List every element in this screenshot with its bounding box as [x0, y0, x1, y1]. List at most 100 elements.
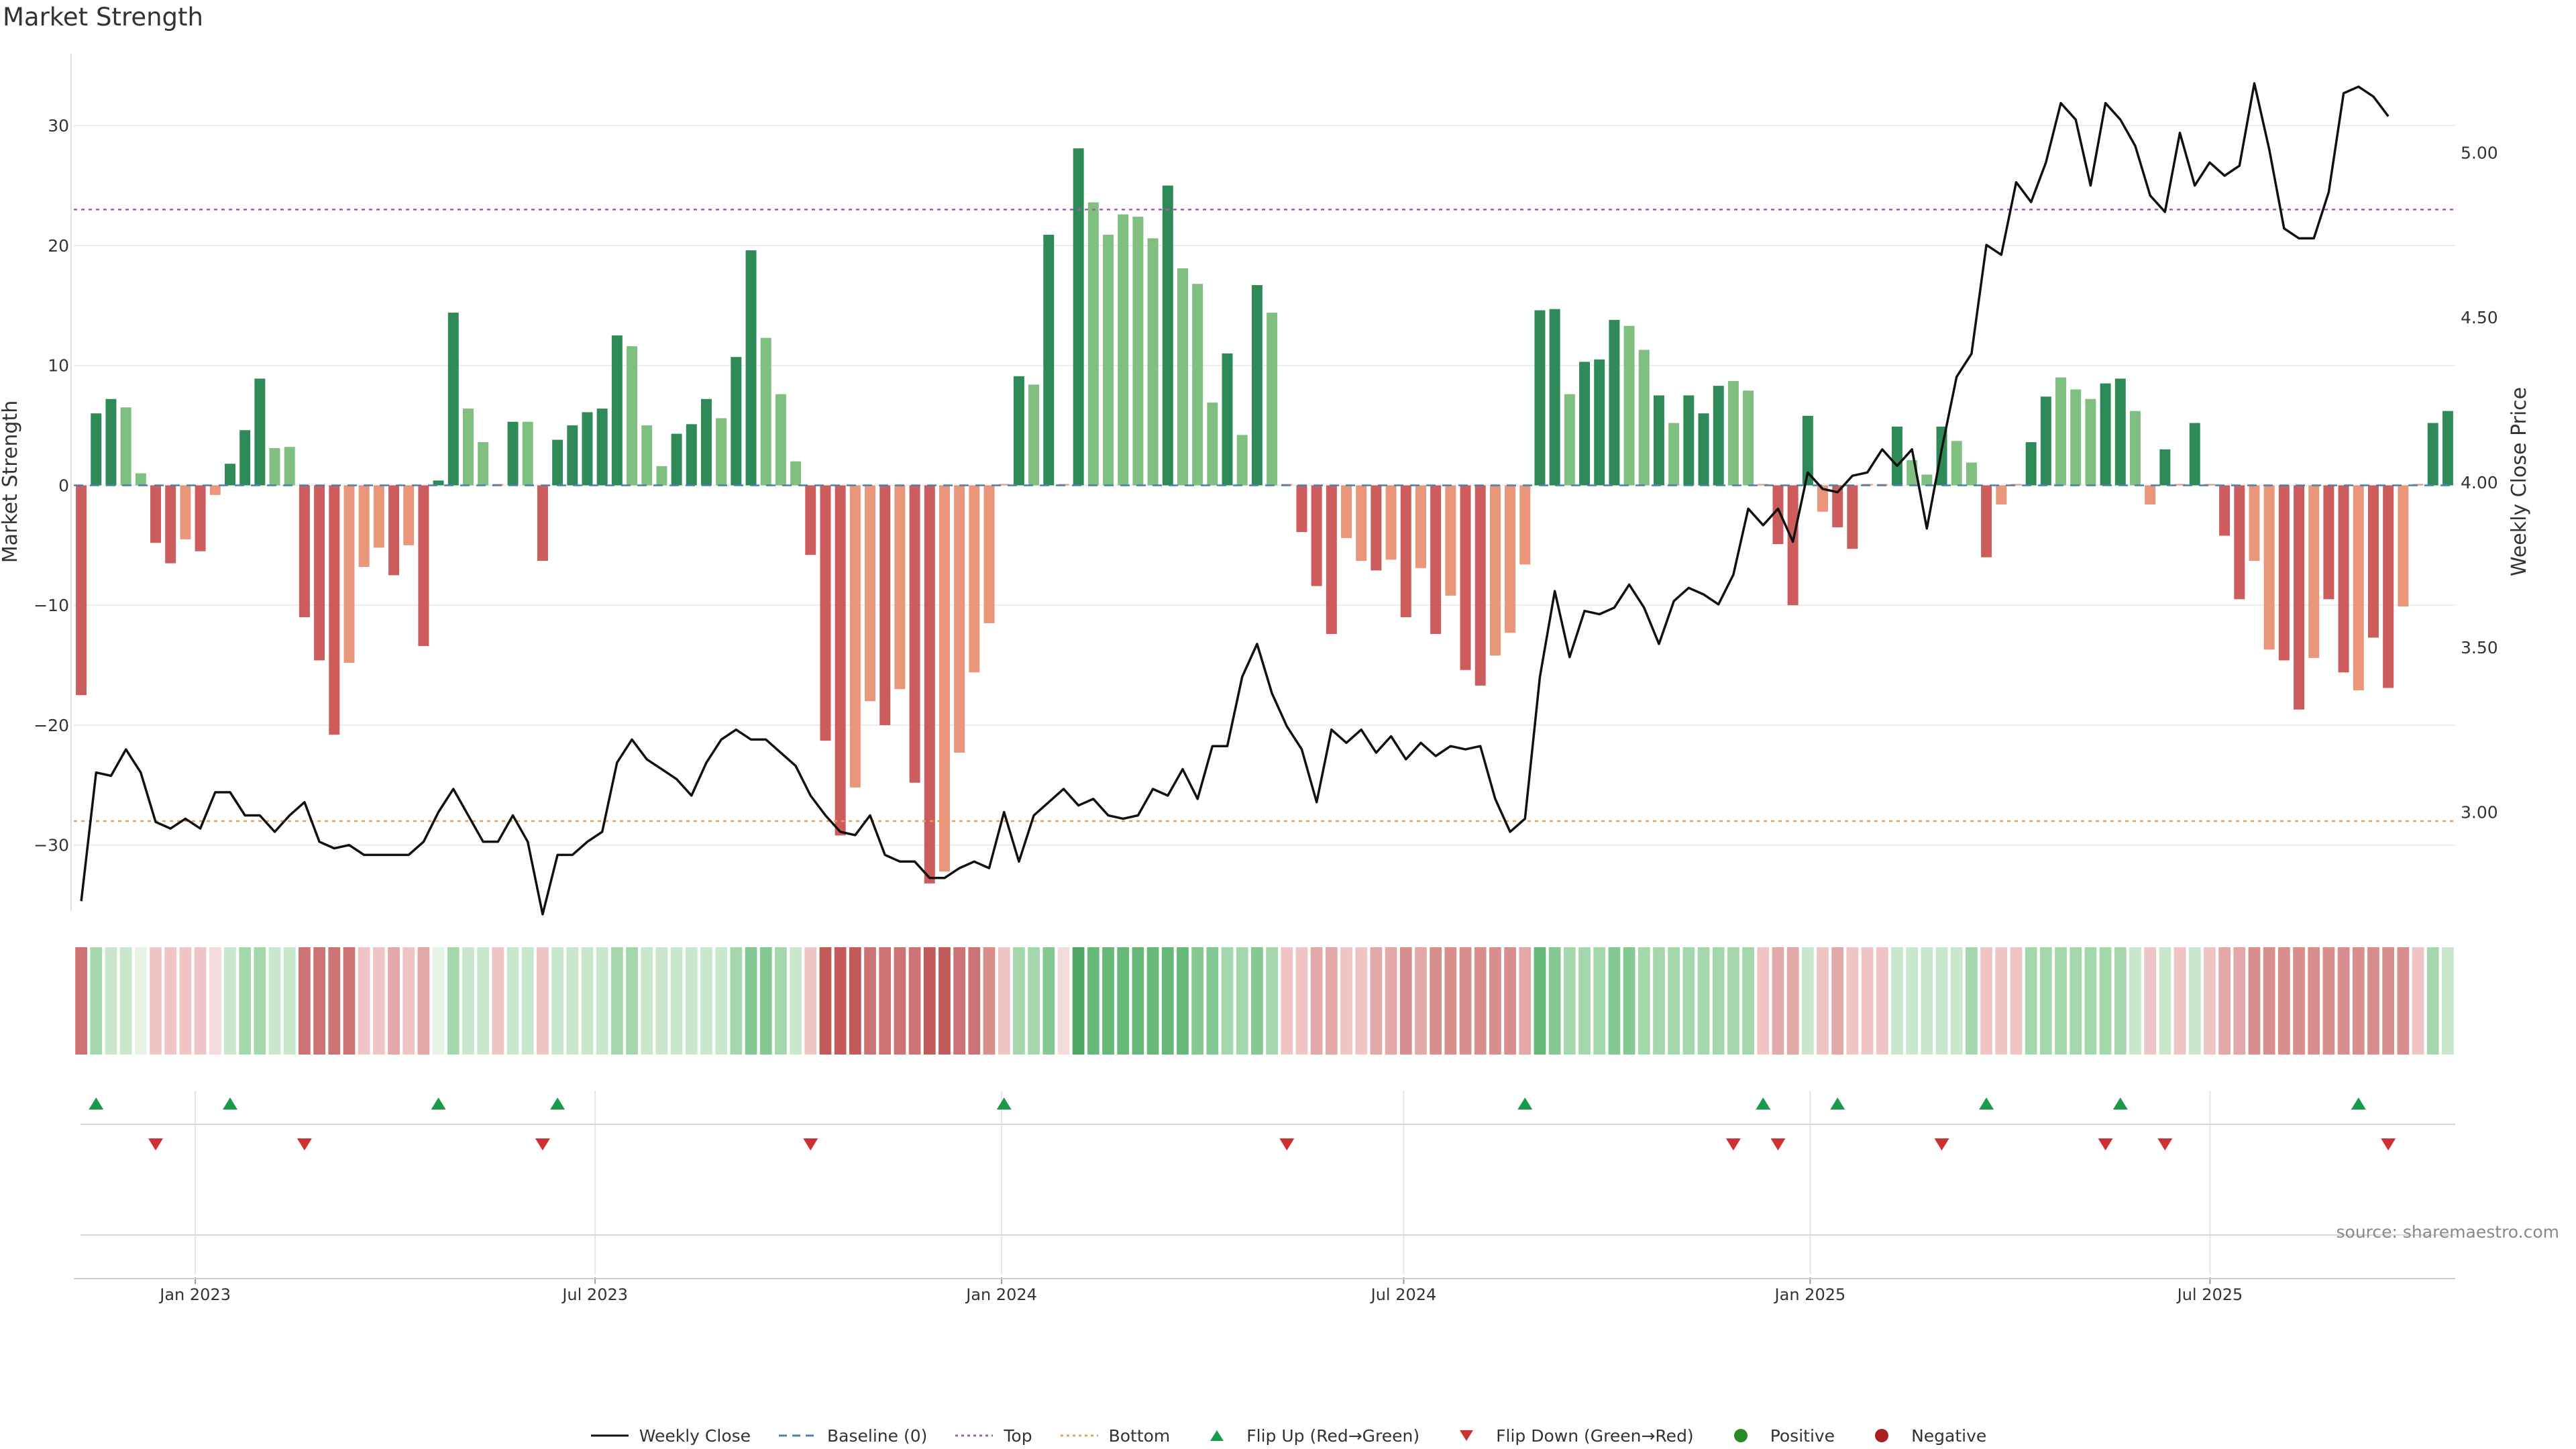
heat-cell — [1310, 947, 1323, 1055]
strength-bar — [627, 346, 638, 486]
heat-cell — [328, 947, 341, 1055]
heat-cell — [2367, 947, 2379, 1055]
strength-bar — [1415, 485, 1426, 568]
strength-bar — [1236, 435, 1248, 486]
heat-cell — [1370, 947, 1383, 1055]
heat-cell — [730, 947, 743, 1055]
heat-cell — [1623, 947, 1635, 1055]
heat-cell — [254, 947, 266, 1055]
heat-cell — [1430, 947, 1442, 1055]
strength-bar — [2085, 398, 2096, 486]
heat-cell — [209, 947, 221, 1055]
flip-up-marker — [431, 1097, 446, 1110]
heat-cell — [75, 947, 87, 1055]
strength-bar — [1311, 485, 1322, 586]
strength-bar — [269, 448, 280, 486]
strength-bar — [983, 485, 995, 624]
strength-bar — [180, 485, 191, 539]
heat-cell — [90, 947, 103, 1055]
heat-cell — [2233, 947, 2246, 1055]
strength-bar — [1132, 217, 1144, 486]
strength-bar — [1505, 485, 1516, 633]
strength-bar — [1326, 485, 1337, 635]
heat-cell — [2397, 947, 2410, 1055]
heat-cell — [1742, 947, 1754, 1055]
strength-bar — [954, 485, 965, 753]
strength-bar — [700, 398, 712, 486]
strength-bar — [2323, 485, 2334, 600]
heat-cell — [2039, 947, 2052, 1055]
heat-cell — [1935, 947, 1948, 1055]
legend-item: Top — [954, 1426, 1032, 1446]
strength-bar — [1356, 485, 1367, 561]
heat-cell — [119, 947, 132, 1055]
heat-cell — [537, 947, 549, 1055]
strength-bar — [1802, 415, 1813, 486]
x-tick-label: Jul 2023 — [561, 1285, 628, 1304]
weekly-close-line — [80, 82, 2390, 916]
flip-markers — [89, 1097, 2396, 1150]
strength-bar — [1653, 395, 1664, 486]
heat-cell — [1653, 947, 1665, 1055]
x-tick-label: Jan 2023 — [158, 1285, 231, 1304]
heat-cell — [804, 947, 817, 1055]
strength-bar — [2204, 484, 2215, 486]
heat-cell — [1355, 947, 1368, 1055]
strength-bar — [1251, 284, 1263, 486]
strength-bar — [150, 485, 162, 543]
heat-cell — [1682, 947, 1695, 1055]
strength-bar — [1296, 485, 1307, 533]
strength-bar — [1847, 485, 1858, 549]
strength-bar — [2398, 485, 2409, 606]
strength-bar — [1385, 485, 1397, 560]
strength-bar — [641, 425, 653, 486]
heat-cell — [2218, 947, 2231, 1055]
heat-cell — [1281, 947, 1293, 1055]
strength-bar — [135, 473, 146, 486]
heat-cell — [1161, 947, 1174, 1055]
strength-bar — [1489, 485, 1501, 656]
heat-cell — [2084, 947, 2097, 1055]
flip-up-marker — [2112, 1097, 2128, 1110]
x-tick-label: Jan 2025 — [1774, 1285, 1846, 1304]
heat-cell — [134, 947, 147, 1055]
strength-bar — [2353, 485, 2364, 691]
heat-cell — [1028, 947, 1040, 1055]
flip-up-marker — [1830, 1097, 1845, 1110]
heat-cell — [759, 947, 772, 1055]
strength-bar — [820, 485, 831, 741]
heat-cell — [894, 947, 906, 1055]
heat-cell — [2382, 947, 2395, 1055]
heat-cell — [1876, 947, 1888, 1055]
strength-bar — [462, 409, 474, 486]
strength-bar — [1981, 485, 1992, 557]
flip-up-marker — [996, 1097, 1012, 1110]
strength-bar — [447, 313, 459, 486]
heat-cell — [2025, 947, 2037, 1055]
strength-bar — [1341, 485, 1352, 539]
heat-cell — [1325, 947, 1338, 1055]
heat-cell — [105, 947, 117, 1055]
strength-bar — [284, 447, 295, 486]
heat-cell — [1534, 947, 1546, 1055]
strength-bar — [76, 485, 87, 696]
strength-bar — [1445, 485, 1456, 596]
heat-cell — [1459, 947, 1472, 1055]
strength-bar — [343, 485, 355, 663]
heat-cell — [1057, 947, 1070, 1055]
strength-bar — [2114, 378, 2126, 486]
heat-cell — [2010, 947, 2023, 1055]
flip-down-marker — [535, 1138, 550, 1150]
strength-bar — [403, 485, 415, 545]
flip-down-marker — [1279, 1138, 1295, 1150]
strength-bar — [1996, 485, 2007, 505]
heat-cell — [670, 947, 683, 1055]
heat-cell — [1117, 947, 1130, 1055]
flip-down-marker — [803, 1138, 818, 1150]
flip-down-marker — [2157, 1138, 2173, 1150]
legend-label: Baseline (0) — [827, 1426, 928, 1446]
strength-bar — [2442, 411, 2453, 486]
heat-cell — [1578, 947, 1591, 1055]
strength-bar — [1772, 485, 1784, 545]
heat-cell — [968, 947, 981, 1055]
